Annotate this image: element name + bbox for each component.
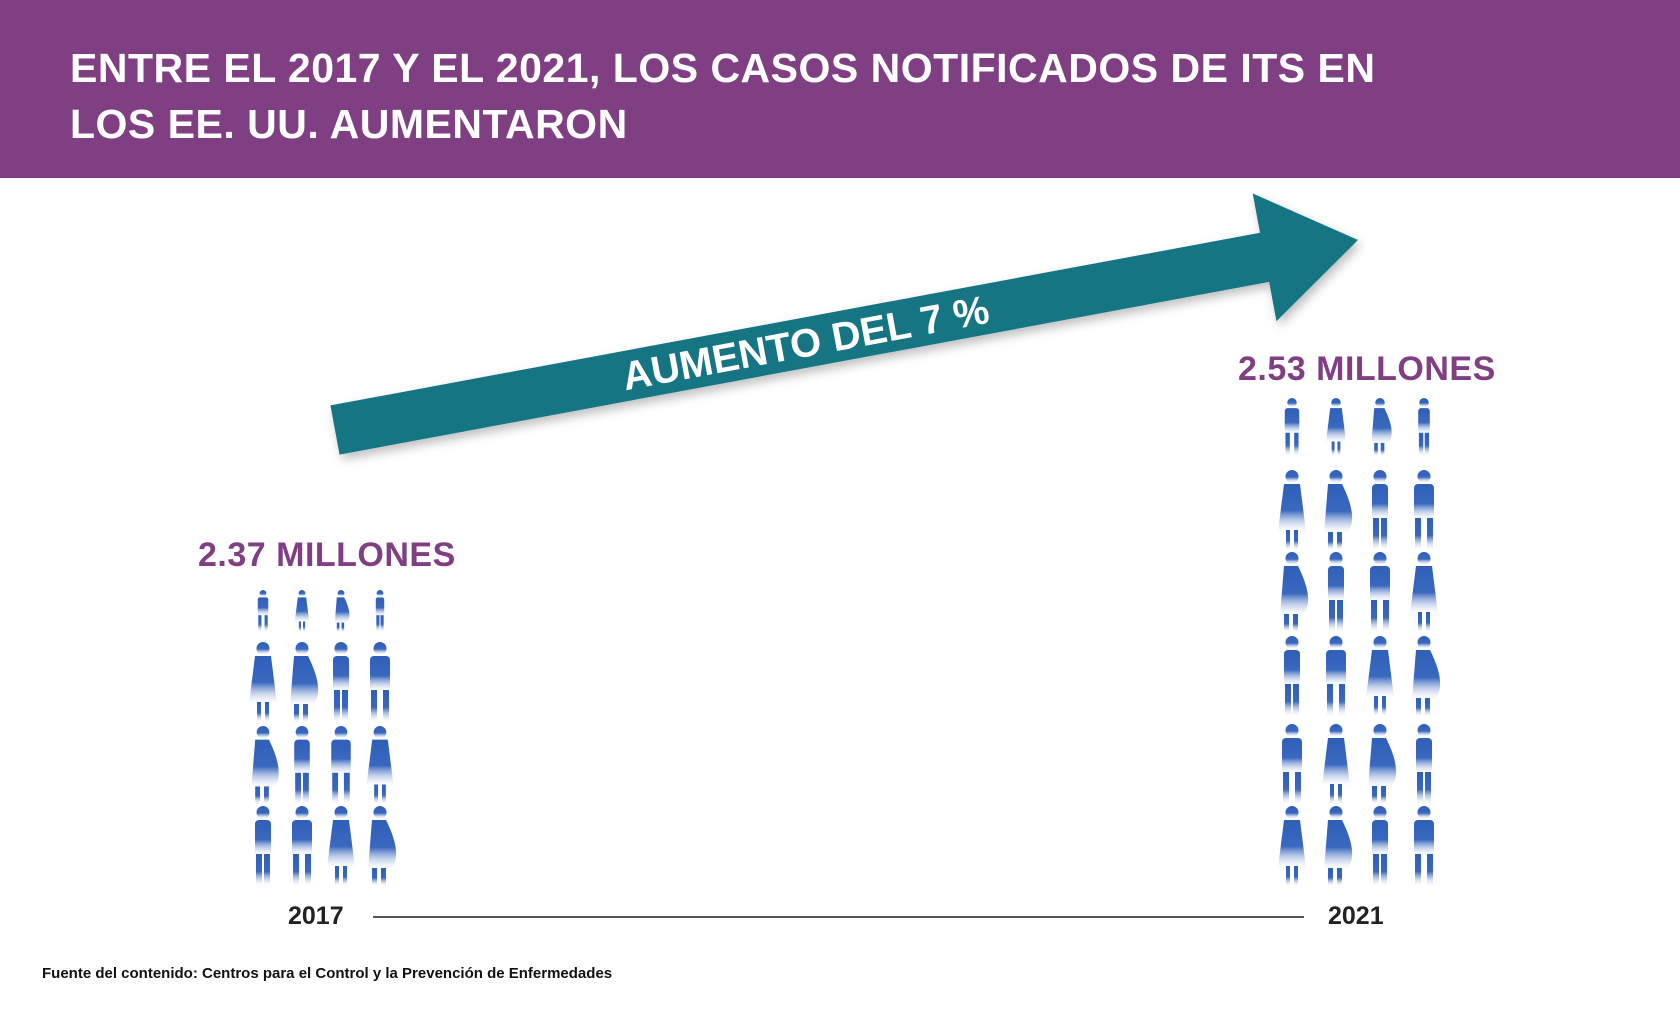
person-figure (1368, 724, 1397, 804)
person-figure (1416, 724, 1432, 804)
person-figure (1414, 470, 1434, 550)
person-figure (1366, 636, 1394, 716)
person-figure (1372, 470, 1388, 550)
person-figure (1371, 398, 1392, 456)
arrow-shape (330, 193, 1359, 455)
person-figure (294, 726, 310, 804)
person-figure (375, 590, 385, 632)
person-figure (1284, 398, 1300, 456)
source-note: Fuente del contenido: Centros para el Co… (42, 965, 613, 982)
person-figure (333, 642, 349, 722)
person-figure (1326, 636, 1346, 716)
person-figure (251, 726, 279, 804)
person-figure (1370, 552, 1390, 632)
person-figure (292, 806, 312, 886)
figure-grid-2017 (249, 590, 397, 886)
timeline-axis (373, 916, 1304, 918)
person-figure (1412, 636, 1441, 716)
chart-title: ENTRE EL 2017 Y EL 2021, LOS CASOS NOTIF… (70, 45, 1376, 147)
person-figure (1282, 724, 1302, 804)
person-figure (1372, 806, 1388, 886)
person-figure (257, 590, 269, 632)
person-figure (249, 642, 277, 722)
value-label-2021: 2.53 MILLONES (1238, 350, 1496, 388)
person-figure (1324, 470, 1353, 550)
person-figure (1324, 806, 1353, 886)
person-figure (1284, 636, 1300, 716)
person-figure (1322, 724, 1350, 804)
person-figure (1410, 552, 1438, 632)
person-figure (1414, 806, 1434, 886)
person-figure (1280, 552, 1309, 632)
figure-grid-2021 (1278, 398, 1441, 886)
person-figure (327, 806, 355, 886)
person-figure (1278, 470, 1306, 550)
value-label-2017: 2.37 MILLONES (198, 536, 456, 574)
person-figure (366, 726, 394, 804)
increase-arrow: AUMENTO DEL 7 % (330, 193, 1359, 455)
person-figure (334, 590, 350, 632)
title-banner: ENTRE EL 2017 Y EL 2021, LOS CASOS NOTIF… (0, 0, 1680, 178)
person-figure (370, 642, 390, 722)
person-figure (1328, 552, 1344, 632)
person-figure (331, 726, 351, 804)
person-figure (1325, 398, 1347, 456)
year-label-2021: 2021 (1328, 902, 1384, 930)
person-figure (290, 642, 319, 722)
person-figure (1278, 806, 1306, 886)
person-figure (1418, 398, 1430, 456)
year-label-2017: 2017 (288, 902, 344, 930)
person-figure (294, 590, 310, 632)
person-figure (368, 806, 397, 886)
person-figure (255, 806, 271, 886)
